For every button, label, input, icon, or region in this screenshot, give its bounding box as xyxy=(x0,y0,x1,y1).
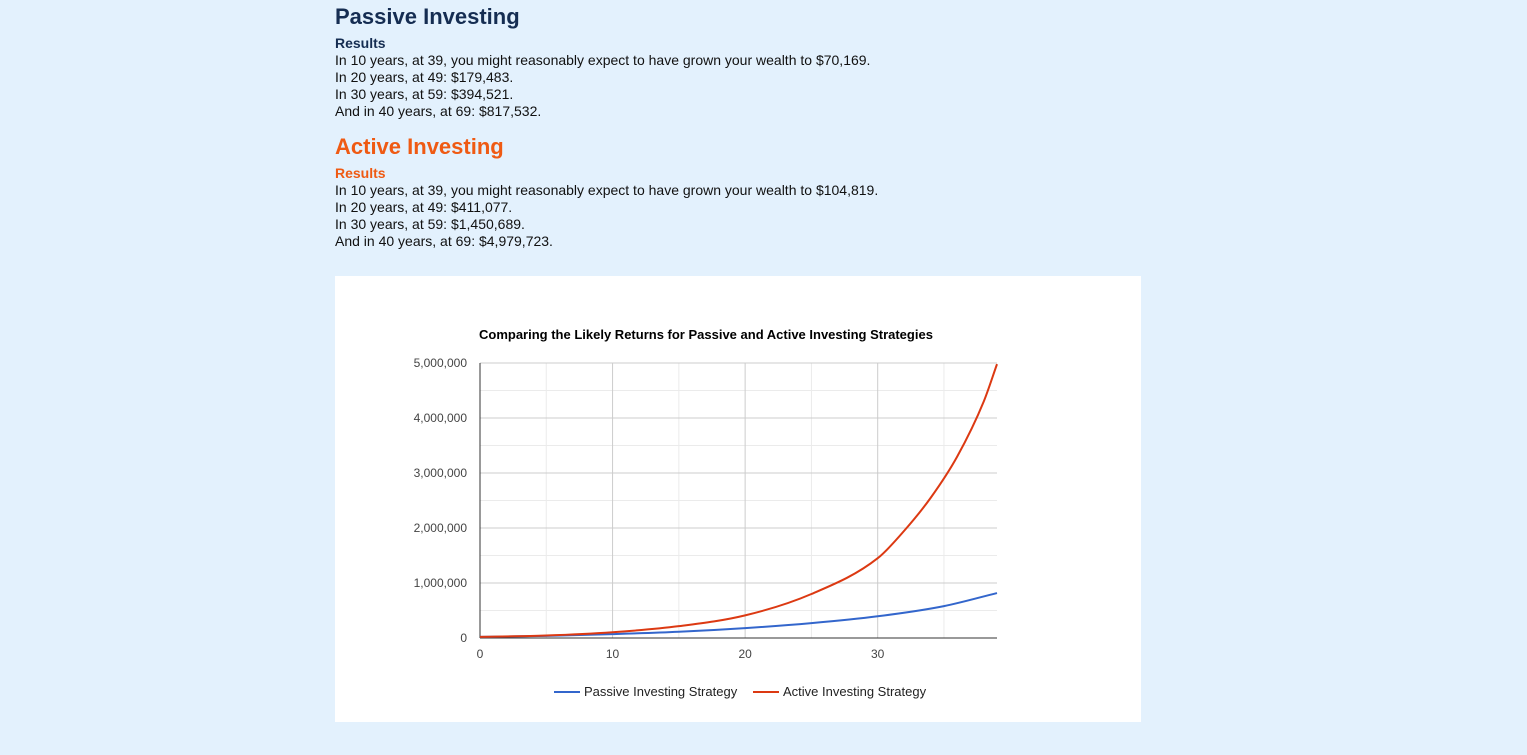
active-results-label: Results xyxy=(335,165,386,181)
y-tick-label: 2,000,000 xyxy=(414,521,468,535)
active-result-line: In 10 years, at 39, you might reasonably… xyxy=(335,182,879,198)
legend-passive-label: Passive Investing Strategy xyxy=(584,684,738,699)
passive-result-line: In 30 years, at 59: $394,521. xyxy=(335,86,514,102)
active-result-line: In 20 years, at 49: $411,077. xyxy=(335,199,513,215)
passive-result-line: In 20 years, at 49: $179,483. xyxy=(335,69,514,85)
chart-series xyxy=(479,363,998,638)
passive-heading: Passive Investing xyxy=(335,4,520,29)
chart-card: Comparing the Likely Returns for Passive… xyxy=(335,276,1141,722)
results-content: Passive Investing Results In 10 years, a… xyxy=(335,0,1141,250)
chart-title: Comparing the Likely Returns for Passive… xyxy=(479,327,933,342)
x-tick-label: 10 xyxy=(606,647,620,661)
chart-legend: Passive Investing Strategy Active Investi… xyxy=(554,684,927,699)
active-result-line: In 30 years, at 59: $1,450,689. xyxy=(335,216,525,232)
passive-result-line: And in 40 years, at 69: $817,532. xyxy=(335,103,542,119)
x-tick-label: 30 xyxy=(871,647,885,661)
chart-axes: 0 1,000,000 2,000,000 3,000,000 4,000,000 5,0… xyxy=(414,356,997,661)
chart-grid xyxy=(480,362,997,638)
x-tick-label: 20 xyxy=(738,647,752,661)
passive-result-line: In 10 years, at 39, you might reasonably… xyxy=(335,52,871,68)
active-result-line: And in 40 years, at 69: $4,979,723. xyxy=(335,233,553,249)
y-tick-label: 1,000,000 xyxy=(414,576,468,590)
x-tick-label: 0 xyxy=(477,647,484,661)
y-tick-label: 0 xyxy=(460,631,467,645)
legend-active-label: Active Investing Strategy xyxy=(783,684,927,699)
active-heading: Active Investing xyxy=(335,134,504,159)
y-tick-label: 4,000,000 xyxy=(414,411,468,425)
y-tick-label: 3,000,000 xyxy=(414,466,468,480)
returns-line-chart: Comparing the Likely Returns for Passive… xyxy=(414,327,998,699)
y-tick-label: 5,000,000 xyxy=(414,356,468,370)
active-series-line xyxy=(479,363,998,638)
active-section: Active Investing Results In 10 years, at… xyxy=(335,134,1141,250)
passive-section: Passive Investing Results In 10 years, a… xyxy=(335,0,1141,120)
passive-results-label: Results xyxy=(335,35,386,51)
passive-series-line xyxy=(479,592,998,638)
